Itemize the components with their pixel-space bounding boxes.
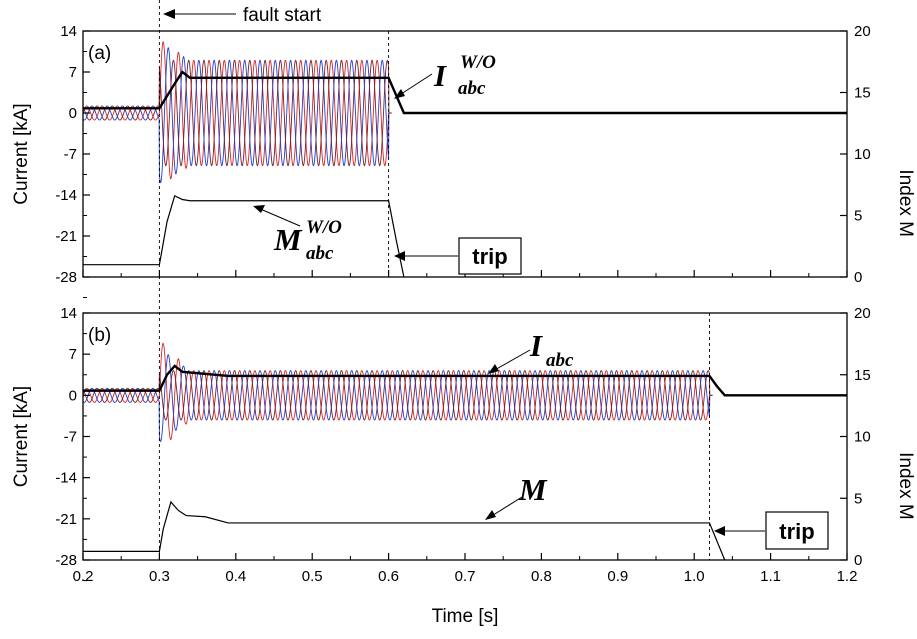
x-tick-label: 0.6	[378, 568, 399, 585]
x-tick-label: 0.3	[149, 568, 170, 585]
m-arrow	[489, 496, 523, 518]
y-left-tick-label: -7	[64, 429, 77, 446]
x-tick-label: 1.1	[760, 568, 781, 585]
panel-label: (b)	[88, 325, 111, 346]
index-m-line	[83, 500, 726, 561]
trip-label: trip	[779, 519, 814, 544]
y-right-tick-label: 5	[854, 208, 862, 225]
current-magnitude-line	[83, 70, 847, 115]
y-left-tick-label: 14	[60, 23, 77, 40]
x-tick-label: 1.2	[837, 568, 858, 585]
y-axis-label-left: Current [kA]	[11, 386, 32, 487]
m-arrowhead	[485, 510, 496, 520]
y-right-tick-label: 0	[854, 269, 862, 286]
m-wo-arrowhead	[253, 205, 265, 213]
panel-b: 14 7 0 -7 -14 -21 -28 20 15 10 5 0 0.2 0.3 0.4 0.5 0.6 0.…	[11, 305, 916, 627]
y-axis-label-left: Current [kA]	[11, 103, 32, 204]
y-right-tick-label: 10	[854, 146, 871, 163]
y-left-tick-label: 7	[69, 64, 77, 81]
y-left-tick-label: -14	[55, 470, 77, 487]
fault-start-arrowhead	[163, 9, 175, 19]
index-m-line	[83, 194, 405, 278]
x-tick-label: 1.0	[684, 568, 705, 585]
panel-label: (a)	[88, 43, 111, 64]
y-left-tick-label: -14	[55, 187, 77, 204]
trip-arrowhead	[394, 251, 405, 261]
x-tick-label: 0.2	[73, 568, 94, 585]
i-wo-arrowhead	[394, 89, 405, 99]
x-axis-label: Time [s]	[432, 606, 499, 627]
y-right-tick-label: 0	[854, 552, 862, 569]
m-main: M	[518, 472, 548, 507]
trip-arrowhead	[714, 526, 725, 536]
y-left-tick-label: 0	[69, 105, 77, 122]
m-wo-sub: abc	[306, 243, 334, 264]
i-main: I	[529, 328, 543, 363]
y-left-tick-label: -21	[55, 228, 77, 245]
i-wo-main: I	[433, 58, 447, 93]
y-left-tick-label: -21	[55, 511, 77, 528]
y-left-tick-label: -28	[55, 552, 77, 569]
y-left-tick-label: -7	[64, 146, 77, 163]
panel-a: 14 7 0 -7 -14 -21 -28 20 15 10 5 0 Current [kA] Index…	[11, 23, 916, 298]
x-tick-label: 0.8	[531, 568, 552, 585]
i-arrow	[492, 349, 531, 372]
y-right-tick-label: 5	[854, 490, 862, 507]
i-wo-sub: abc	[458, 78, 486, 99]
m-wo-sup: W/O	[306, 217, 342, 238]
i-wo-sup: W/O	[460, 52, 496, 73]
trip-box	[458, 237, 522, 275]
phase-current-b	[82, 354, 713, 443]
y-left-tick-label: 14	[60, 305, 77, 322]
y-right-tick-label: 10	[854, 429, 871, 446]
y-right-tick-label: 20	[854, 305, 871, 322]
phase-current-a	[82, 342, 713, 441]
y-axis-label-right: Index M	[895, 169, 916, 237]
i-sub: abc	[546, 350, 574, 371]
phase-current-c	[82, 59, 392, 167]
current-magnitude-line	[83, 364, 847, 397]
i-arrowhead	[488, 364, 499, 374]
m-wo-main: M	[273, 222, 303, 257]
y-right-tick-label: 15	[854, 85, 871, 102]
phase-current-b	[82, 46, 392, 184]
y-left-tick-label: 7	[69, 346, 77, 363]
y-axis-label-right: Index M	[895, 452, 916, 520]
trip-box	[765, 511, 829, 550]
y-left-tick-label: -28	[55, 269, 77, 286]
x-tick-label: 0.5	[302, 568, 323, 585]
y-left-tick-label: 0	[69, 387, 77, 404]
m-wo-arrow	[257, 207, 301, 227]
i-wo-arrow	[397, 73, 433, 97]
x-tick-label: 0.7	[455, 568, 476, 585]
y-right-tick-label: 20	[854, 23, 871, 40]
x-tick-label: 0.9	[607, 568, 628, 585]
x-tick-label: 0.4	[225, 568, 246, 585]
fault-start-label: fault start	[243, 5, 322, 26]
y-right-tick-label: 15	[854, 367, 871, 384]
trip-label: trip	[472, 244, 507, 269]
